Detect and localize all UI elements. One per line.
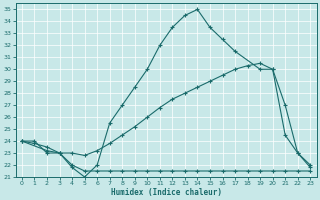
X-axis label: Humidex (Indice chaleur): Humidex (Indice chaleur) (111, 188, 221, 197)
